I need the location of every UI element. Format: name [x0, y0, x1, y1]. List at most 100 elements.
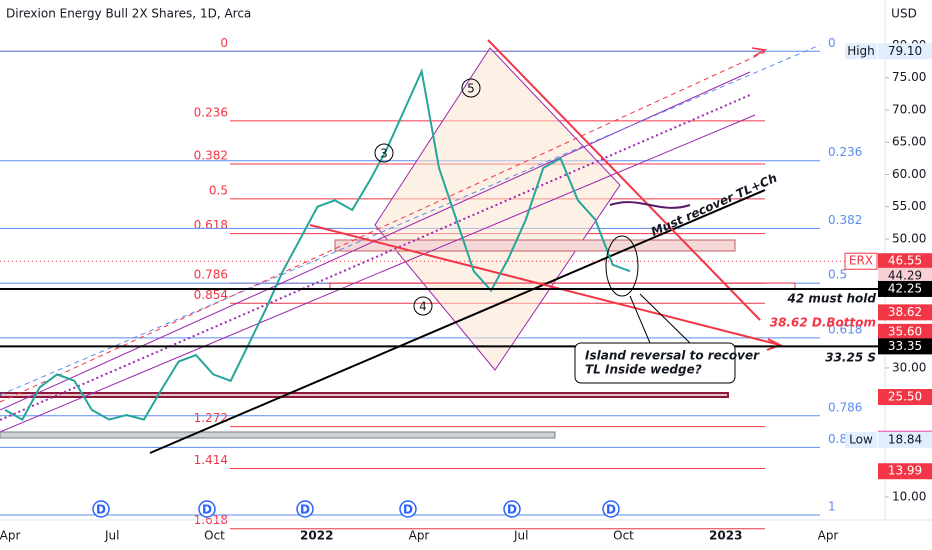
price-label-box	[878, 253, 932, 270]
channel-line	[0, 94, 751, 421]
price-label-box	[878, 43, 932, 60]
y-tick-label: 60.00	[892, 167, 926, 181]
callout-pointer	[639, 293, 691, 344]
fib-label: 0.618	[194, 218, 228, 232]
trend-line	[487, 39, 761, 321]
fib-label: 0.236	[828, 145, 862, 159]
fib-label: 0.786	[828, 400, 862, 414]
zone	[0, 431, 556, 439]
wave-label: 3	[380, 147, 388, 161]
y-tick-label: 50.00	[892, 231, 926, 245]
price-label-box	[878, 388, 932, 405]
price-label: 25.50	[888, 389, 922, 403]
wave-circle	[413, 296, 433, 316]
price-label: 13.99	[888, 464, 922, 478]
price-label-box	[878, 304, 932, 321]
y-tick-label: 55.00	[892, 199, 926, 213]
y-tick-label: 70.00	[892, 102, 926, 116]
x-tick-label: Jul	[104, 529, 119, 543]
fib-label: 0.618	[828, 322, 862, 336]
price-tag: ERX	[849, 254, 873, 268]
fib-label: 0.854	[194, 288, 228, 302]
fib-label: 1.272	[194, 411, 228, 425]
title-bg	[0, 0, 300, 28]
arrow-head	[751, 47, 768, 57]
wave-circle	[374, 143, 394, 163]
annotation: 33.25 S	[825, 351, 876, 365]
dividend-marker	[399, 500, 417, 518]
fib-label: 1.414	[194, 453, 228, 467]
x-tick-label: Oct	[204, 529, 225, 543]
callout	[574, 342, 736, 384]
x-tick-label: Apr	[0, 529, 20, 543]
x-tick-label: Apr	[409, 529, 430, 543]
dividend-marker	[503, 500, 521, 518]
dividend-marker	[602, 500, 620, 518]
annotation: 38.62 D.Bottom	[770, 316, 876, 330]
zone	[334, 239, 736, 252]
price-label-box	[878, 463, 932, 480]
callout-text: TL Inside wedge?	[585, 363, 702, 377]
price-label: 35.60	[888, 324, 922, 338]
price-label-box	[878, 431, 932, 448]
dividend-label: D	[96, 503, 106, 517]
trend-line	[309, 224, 781, 346]
annotation: 42 must hold	[787, 292, 877, 306]
price-label: 44.29	[888, 268, 922, 282]
price-label: 46.55	[888, 254, 922, 268]
callout-pointer	[629, 295, 651, 344]
channel-line	[0, 44, 821, 396]
fib-label: 0.236	[194, 105, 228, 119]
price-tag-box	[845, 43, 877, 60]
y-tick-label: 30.00	[892, 360, 926, 374]
y-tick-label: 65.00	[892, 135, 926, 149]
x-tick-label: 2023	[709, 529, 742, 543]
dividend-label: D	[403, 503, 413, 517]
wave-label: 4	[419, 300, 427, 314]
dividend-label: D	[507, 503, 517, 517]
price-line	[4, 67, 631, 421]
projection-curve	[609, 201, 691, 209]
x-tick-label: Apr	[818, 529, 839, 543]
dividend-marker	[92, 500, 110, 518]
y-tick-label: 10.00	[892, 489, 926, 503]
wave-label: 5	[467, 82, 475, 96]
price-tag-box	[844, 252, 878, 270]
fib-label: 0	[220, 36, 228, 50]
dividend-label: D	[606, 503, 616, 517]
price-label: 38.62	[888, 305, 922, 319]
trend-line	[149, 189, 766, 454]
dividend-marker	[296, 500, 314, 518]
x-tick-label: Oct	[613, 529, 634, 543]
fib-label: 0.5	[828, 268, 847, 282]
x-tick-label: Jul	[513, 529, 528, 543]
price-tag: High	[847, 44, 875, 58]
fib-label: 0.786	[194, 268, 228, 282]
wave-circle	[461, 78, 481, 98]
price-label: 33.35	[888, 339, 922, 353]
dividend-marker	[198, 500, 216, 518]
zone	[0, 392, 729, 398]
dividend-label: D	[300, 503, 310, 517]
fib-label: 0	[828, 36, 836, 50]
price-label-box	[878, 280, 932, 297]
fib-label: 1	[828, 500, 836, 514]
channel-line	[0, 114, 756, 433]
highlight	[605, 235, 639, 297]
x-tick-label: 2022	[300, 529, 333, 543]
fib-label: 0.5	[209, 183, 228, 197]
currency: USD	[891, 7, 917, 21]
dividend-label: D	[202, 503, 212, 517]
y-tick-label: 75.00	[892, 70, 926, 84]
fib-label: 0.382	[194, 149, 228, 163]
price-tag: Low	[849, 432, 873, 446]
price-label-box	[878, 323, 932, 340]
callout-text: Island reversal to recover	[585, 349, 760, 363]
price-label: 18.84	[888, 432, 922, 446]
price-label: 79.10	[888, 44, 922, 58]
chart-title: Direxion Energy Bull 2X Shares, 1D, Arca	[6, 7, 251, 21]
price-label-box	[878, 267, 932, 284]
price-label: 42.25	[888, 281, 922, 295]
arrow-head	[766, 338, 783, 351]
